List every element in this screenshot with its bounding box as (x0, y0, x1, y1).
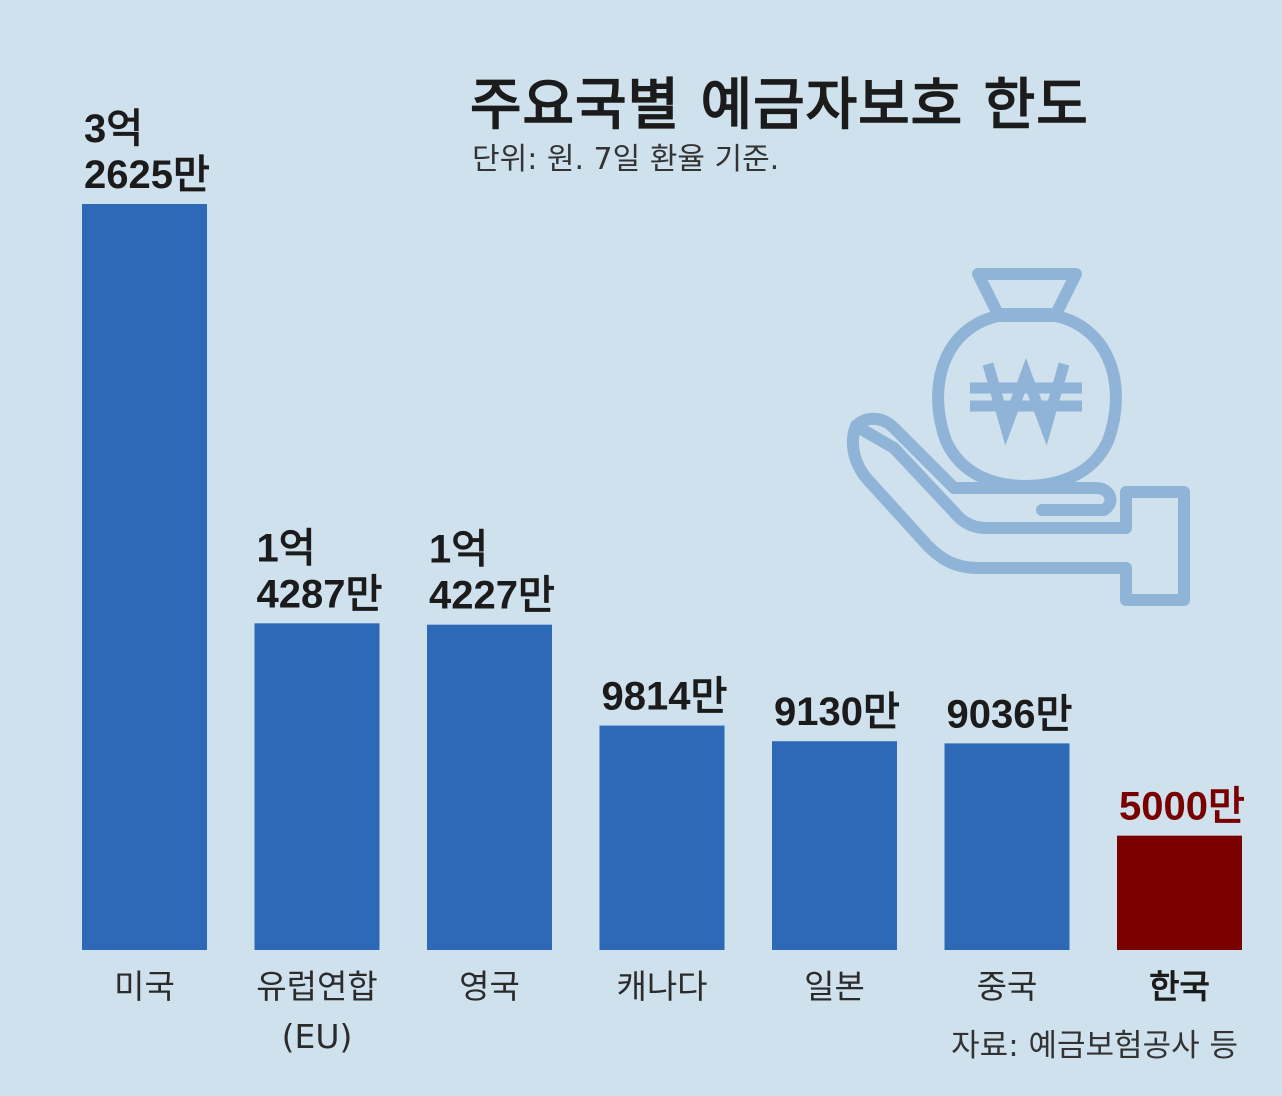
source-note: 자료: 예금보험공사 등 (951, 1028, 1238, 1064)
category-label: 한국 (1149, 967, 1210, 1006)
category-label: 일본 (804, 967, 865, 1006)
value-label: 9130만 (774, 690, 900, 734)
bar-3 (427, 624, 552, 950)
money-bag-on-hand-icon (846, 268, 1190, 606)
value-label: 4287만 (257, 572, 383, 616)
chart-title: 주요국별 예금자보호 한도 (470, 73, 1089, 138)
value-label: 9036만 (947, 692, 1073, 736)
bar-2 (254, 623, 380, 950)
category-label: 중국 (977, 967, 1038, 1006)
value-label: 2625만 (84, 153, 210, 197)
category-label: 유럽연합 (256, 967, 377, 1006)
category-label: 영국 (459, 967, 520, 1006)
value-label: 4227만 (429, 574, 555, 618)
bar-5 (772, 741, 897, 950)
category-label: 미국 (114, 967, 175, 1006)
bar-6 (944, 743, 1070, 950)
value-label: 1억 (257, 526, 316, 570)
bar-1 (82, 204, 207, 950)
category-label: (EU) (282, 1017, 353, 1056)
value-label: 3억 (84, 107, 143, 151)
category-label: 캐나다 (616, 967, 707, 1006)
chart-subtitle: 단위: 원. 7일 환율 기준. (472, 142, 780, 177)
value-label: 1억 (429, 528, 488, 572)
value-label: 9814만 (602, 675, 728, 719)
bar-7 (1117, 835, 1242, 950)
bar-4 (599, 725, 725, 950)
value-label: 5000만 (1119, 785, 1245, 829)
